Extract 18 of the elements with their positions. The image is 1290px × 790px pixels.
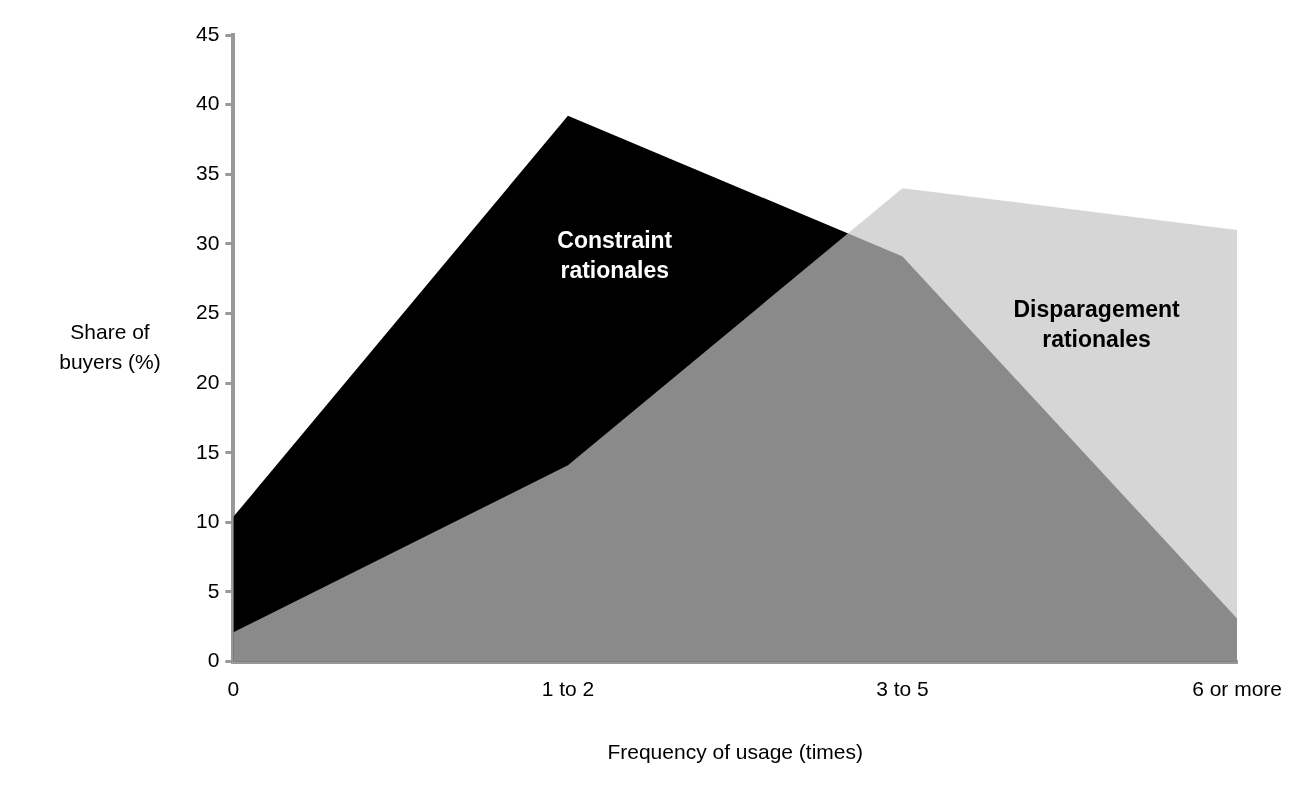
y-tick-label: 0 [207, 648, 220, 672]
y-tick-label: 30 [196, 230, 220, 254]
y-tick-label: 45 [196, 21, 220, 45]
y-tick-label: 10 [196, 509, 220, 533]
series-label: Disparagement rationales [1013, 296, 1180, 353]
series-label: Constraint rationales [557, 227, 673, 284]
y-tick-label: 5 [207, 578, 220, 602]
y-tick-label: 15 [196, 439, 220, 463]
x-tick-label: 0 [227, 677, 240, 700]
x-axis-title: Frequency of usage (times) [607, 740, 864, 764]
x-tick-label: 3 to 5 [876, 677, 929, 700]
y-tick-label: 20 [196, 369, 220, 393]
y-tick-label: 25 [196, 300, 220, 324]
y-axis-title: Share of buyers (%) [59, 320, 161, 374]
y-tick-label: 35 [196, 161, 220, 185]
x-tick-label: 6 or more [1192, 677, 1282, 700]
y-tick-label: 40 [196, 91, 220, 115]
x-tick-label: 1 to 2 [541, 677, 595, 700]
